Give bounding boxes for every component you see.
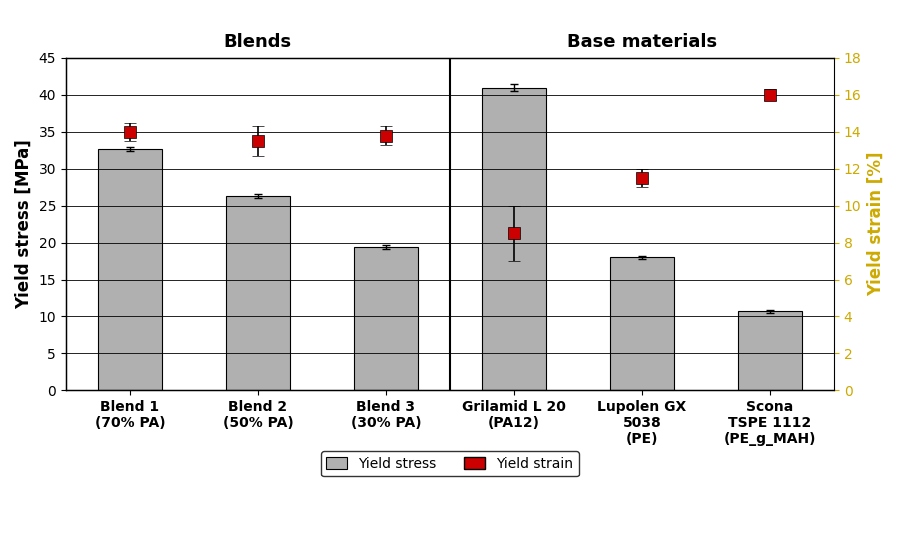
Bar (226, 196, 290, 390)
Bar (738, 311, 802, 390)
Legend: Yield stress, Yield strain: Yield stress, Yield strain (321, 452, 579, 476)
Y-axis label: Yield strain [%]: Yield strain [%] (867, 152, 885, 296)
Bar (354, 247, 418, 390)
Y-axis label: Yield stress [MPa]: Yield stress [MPa] (15, 139, 33, 309)
Text: Base materials: Base materials (567, 34, 717, 51)
Bar (482, 87, 546, 390)
Bar (98, 149, 162, 390)
Text: Blends: Blends (224, 34, 292, 51)
Bar (610, 257, 674, 390)
